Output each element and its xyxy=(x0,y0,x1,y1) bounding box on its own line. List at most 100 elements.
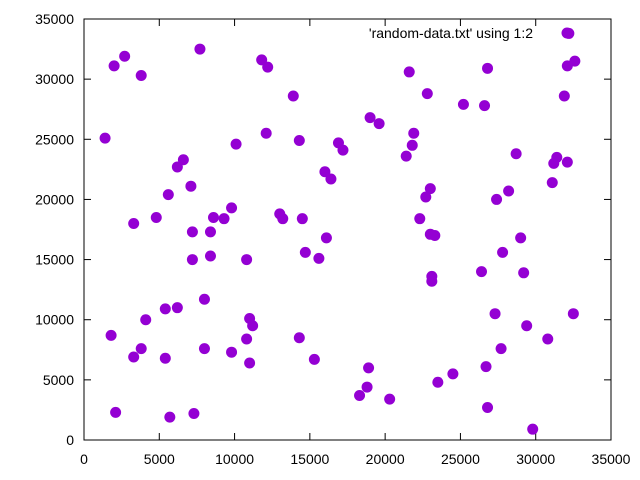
data-point xyxy=(337,144,349,156)
data-point xyxy=(527,423,539,435)
data-point xyxy=(308,353,320,365)
data-point xyxy=(558,90,570,102)
x-tick-label: 15000 xyxy=(290,451,329,467)
data-point xyxy=(277,213,289,225)
data-point xyxy=(135,70,147,82)
data-point xyxy=(226,346,238,358)
data-point xyxy=(110,406,122,418)
data-point xyxy=(406,139,418,151)
data-point xyxy=(293,332,305,344)
data-point xyxy=(159,352,171,364)
data-point xyxy=(207,211,219,223)
x-tick-label: 20000 xyxy=(366,451,405,467)
data-point xyxy=(198,343,210,355)
y-tick-labels: 0 5000 10000 15000 20000 25000 30000 35000 xyxy=(35,11,74,448)
data-point xyxy=(551,151,563,163)
data-point xyxy=(497,246,509,258)
data-point xyxy=(188,408,200,420)
data-point xyxy=(424,183,436,195)
data-point xyxy=(241,254,253,266)
data-point xyxy=(313,252,325,264)
x-tick-label: 35000 xyxy=(592,451,631,467)
data-point xyxy=(495,343,507,355)
y-tick-label: 15000 xyxy=(35,252,74,268)
data-point xyxy=(247,320,259,332)
data-point xyxy=(414,213,426,225)
x-tick-label: 0 xyxy=(80,451,88,467)
data-point xyxy=(105,329,117,341)
data-point xyxy=(244,357,256,369)
data-point xyxy=(159,303,171,315)
x-tick-label: 30000 xyxy=(516,451,555,467)
data-point xyxy=(373,118,385,130)
data-point xyxy=(194,43,206,55)
data-point xyxy=(287,90,299,102)
data-point xyxy=(432,376,444,388)
data-point xyxy=(482,62,494,74)
legend-label: 'random-data.txt' using 1:2 xyxy=(369,25,533,41)
y-tick-label: 0 xyxy=(66,432,74,448)
data-point xyxy=(162,189,174,201)
data-point xyxy=(241,333,253,345)
data-point xyxy=(230,138,242,150)
data-point xyxy=(515,232,527,244)
data-point xyxy=(489,308,501,320)
data-point xyxy=(542,333,554,345)
x-tick-label: 25000 xyxy=(441,451,480,467)
data-point xyxy=(363,362,375,374)
data-point xyxy=(296,213,308,225)
data-point xyxy=(457,98,469,110)
data-point xyxy=(354,389,366,401)
data-point xyxy=(135,343,147,355)
data-point xyxy=(325,173,337,185)
data-point xyxy=(510,148,522,160)
data-point xyxy=(260,127,272,139)
data-point xyxy=(128,351,140,363)
data-point xyxy=(361,381,373,393)
data-point xyxy=(204,250,216,262)
data-point xyxy=(140,314,152,326)
data-point xyxy=(119,50,131,62)
data-point xyxy=(429,230,441,242)
data-point xyxy=(503,185,515,197)
data-point xyxy=(171,302,183,314)
data-point xyxy=(491,193,503,205)
y-tick-label: 20000 xyxy=(35,191,74,207)
data-point xyxy=(567,308,579,320)
x-tick-label: 5000 xyxy=(144,451,175,467)
data-point xyxy=(476,266,488,278)
data-point xyxy=(421,88,433,100)
data-point xyxy=(299,246,311,258)
data-point xyxy=(164,411,176,423)
data-point xyxy=(400,150,412,162)
y-tick-label: 5000 xyxy=(43,372,74,388)
x-tick-label: 10000 xyxy=(215,451,254,467)
data-point xyxy=(99,132,111,144)
data-point xyxy=(204,226,216,238)
data-point xyxy=(320,232,332,244)
legend-marker xyxy=(561,27,573,39)
data-point xyxy=(218,213,230,225)
data-point xyxy=(403,66,415,78)
data-point xyxy=(185,180,197,192)
data-point xyxy=(546,177,558,189)
y-tick-label: 35000 xyxy=(35,11,74,27)
data-point xyxy=(108,60,120,72)
y-tick-label: 30000 xyxy=(35,71,74,87)
data-point xyxy=(364,112,376,124)
data-point xyxy=(521,320,533,332)
data-point xyxy=(420,191,432,203)
data-point xyxy=(482,402,494,414)
data-point xyxy=(177,154,189,166)
data-points xyxy=(99,27,581,435)
x-tick-labels: 0 5000 10000 15000 20000 25000 30000 35000 xyxy=(80,451,631,467)
data-point xyxy=(262,61,274,73)
data-point xyxy=(408,127,420,139)
data-point xyxy=(447,368,459,380)
data-point xyxy=(319,166,331,178)
data-point xyxy=(518,267,530,279)
data-point xyxy=(426,275,438,287)
data-point xyxy=(561,156,573,168)
data-point xyxy=(186,226,198,238)
